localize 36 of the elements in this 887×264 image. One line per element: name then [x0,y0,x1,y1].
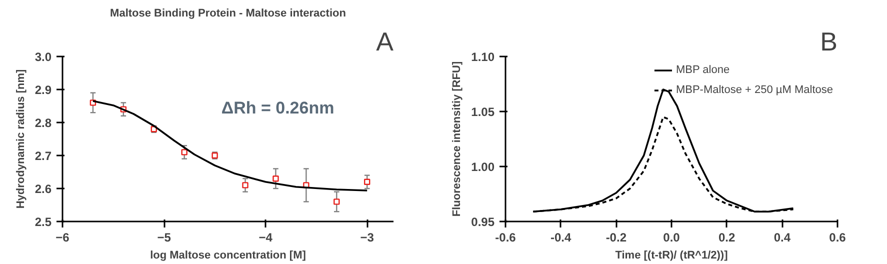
legend-label: MBP-Maltose + 250 µM Maltose [676,84,833,96]
y-axis-title: Fluorescence intensitiy [RFU] [451,61,464,217]
y-tick-label: 3.0 [34,50,52,64]
x-axis-title: log Maltose concentration [M] [150,250,306,262]
legend-label: MBP alone [676,64,730,76]
x-tick-label: −6 [56,230,70,244]
point [181,149,188,156]
y-tick-label: 1.05 [471,105,495,119]
point [364,178,370,185]
y-tick-label: 0.95 [471,215,495,229]
x-tick-label: -0.6 [495,230,516,244]
x-tick-label: −5 [157,230,172,244]
annotation: B [820,26,838,56]
y-tick-label: 1.00 [471,160,495,174]
y-tick-label: 2.5 [34,215,52,229]
x-tick-label: 0.6 [829,230,846,244]
y-tick-label: 2.8 [34,116,52,130]
x-tick-label: -0.4 [550,230,572,244]
x-tick-label: 0.2 [718,230,736,244]
x-axis-title: Time [(t-tR)/ (tR^1/2))] [615,250,728,262]
chart-title: Maltose Binding Protein - Maltose interaction [110,8,346,20]
point [272,176,279,182]
x-tick-label: -0.2 [606,230,627,244]
x-tick-label: 0.4 [774,230,791,244]
y-tick-label: 2.6 [34,182,52,196]
x-tick-label: −4 [258,230,273,244]
x-tick-label: 0.0 [663,230,680,244]
point [242,182,248,188]
y-axis-title: Hydrodynamic radius [nm] [14,68,27,209]
annotation: ΔRh = 0.26nm [221,98,334,118]
y-tick-label: 2.9 [34,83,52,97]
y-tick-label: 2.7 [34,149,52,163]
x-tick-label: −3 [360,230,374,244]
annotation: A [376,26,394,56]
point [334,198,340,205]
y-tick-label: 1.10 [471,50,495,64]
